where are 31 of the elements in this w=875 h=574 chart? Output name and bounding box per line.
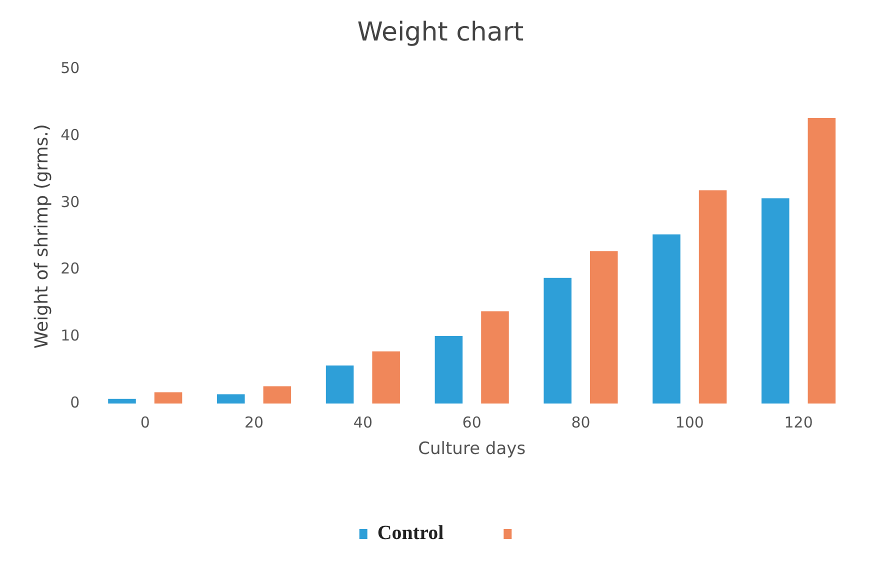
bar — [154, 392, 182, 404]
bar — [544, 278, 572, 404]
x-tick-label: 60 — [462, 413, 482, 432]
y-tick-label: 30 — [60, 192, 80, 211]
y-tick-label: 40 — [60, 126, 80, 144]
bar — [481, 311, 509, 404]
bar — [762, 198, 790, 404]
bar — [590, 251, 618, 404]
bar — [698, 190, 727, 404]
x-tick-label: 20 — [244, 413, 264, 432]
chart-title: Weight chart — [357, 17, 524, 48]
bar — [808, 118, 836, 404]
x-axis-title: Culture days — [418, 439, 526, 460]
y-tick-label: 10 — [60, 326, 80, 345]
bar — [434, 336, 463, 404]
y-axis-title: Weight of shrimp (grms.) — [31, 124, 52, 349]
bar — [108, 398, 136, 404]
bar — [326, 365, 354, 404]
y-tick-label: 50 — [60, 59, 80, 78]
y-tick-label: 20 — [60, 260, 80, 278]
legend-label: Control — [377, 522, 444, 544]
bar — [217, 394, 245, 404]
bar — [652, 234, 680, 404]
x-tick-label: 120 — [784, 413, 813, 432]
x-tick-label: 80 — [571, 413, 590, 432]
x-tick-label: 0 — [140, 413, 150, 432]
x-tick-label: 40 — [353, 413, 372, 432]
bar — [263, 386, 292, 404]
y-tick-label: 0 — [70, 393, 80, 412]
bar — [372, 351, 400, 404]
x-tick-label: 100 — [675, 413, 704, 432]
